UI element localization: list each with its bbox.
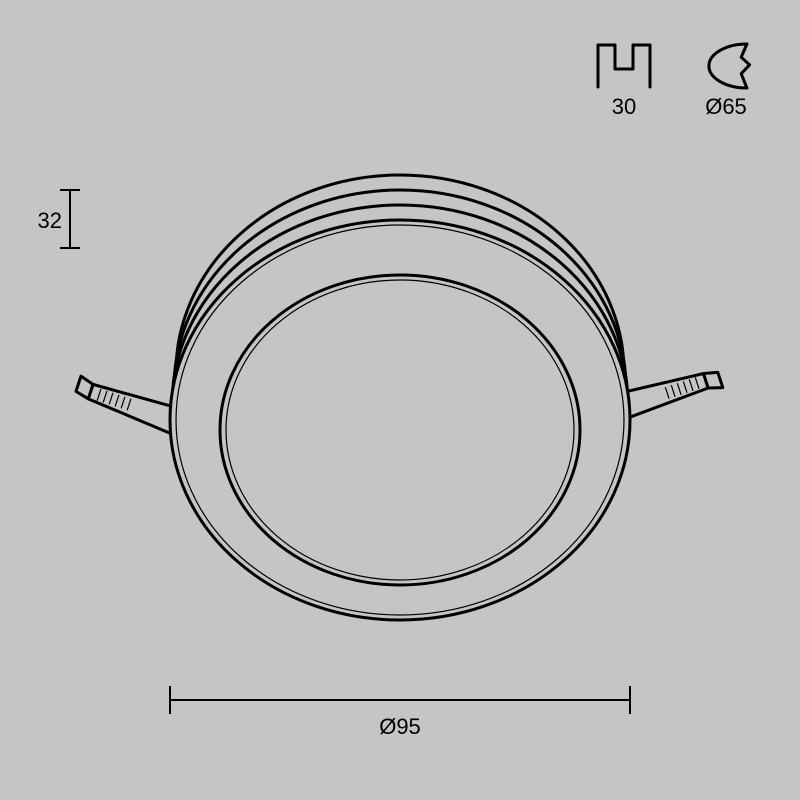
dim-diameter-label: Ø95 — [379, 714, 421, 739]
dim-height-label: 32 — [38, 208, 62, 233]
cut-depth-label: 30 — [612, 94, 636, 119]
aperture-outer — [220, 275, 580, 585]
right-clip-tab — [703, 372, 722, 388]
cut-diameter-label: Ø65 — [705, 94, 747, 119]
technical-drawing: 32 Ø95 30 Ø65 — [0, 0, 800, 800]
